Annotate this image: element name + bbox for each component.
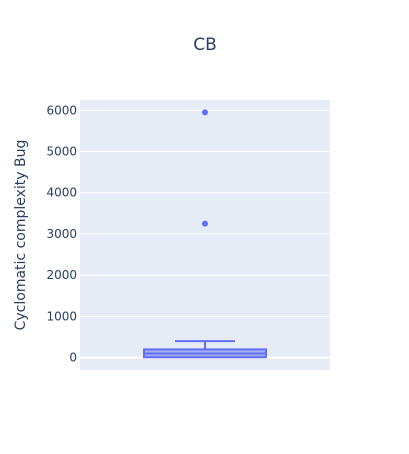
- y-tick-label: 6000: [46, 103, 77, 117]
- y-tick-label: 1000: [46, 309, 77, 323]
- y-tick-label: 3000: [46, 227, 77, 241]
- outlier-point[interactable]: [202, 220, 208, 227]
- y-tick-label: 0: [69, 351, 77, 365]
- chart-title: CB: [193, 35, 217, 55]
- y-tick-label: 2000: [46, 268, 77, 282]
- box-trace[interactable]: [143, 109, 267, 359]
- plot-area: [80, 100, 330, 370]
- outlier-point[interactable]: [202, 109, 208, 116]
- y-tick-label: 4000: [46, 186, 77, 200]
- y-axis-title: Cyclomatic complexity Bug: [13, 140, 29, 331]
- y-axis-ticks: 0 1000 2000 3000 4000 5000 6000: [46, 103, 77, 364]
- y-tick-label: 5000: [46, 145, 77, 159]
